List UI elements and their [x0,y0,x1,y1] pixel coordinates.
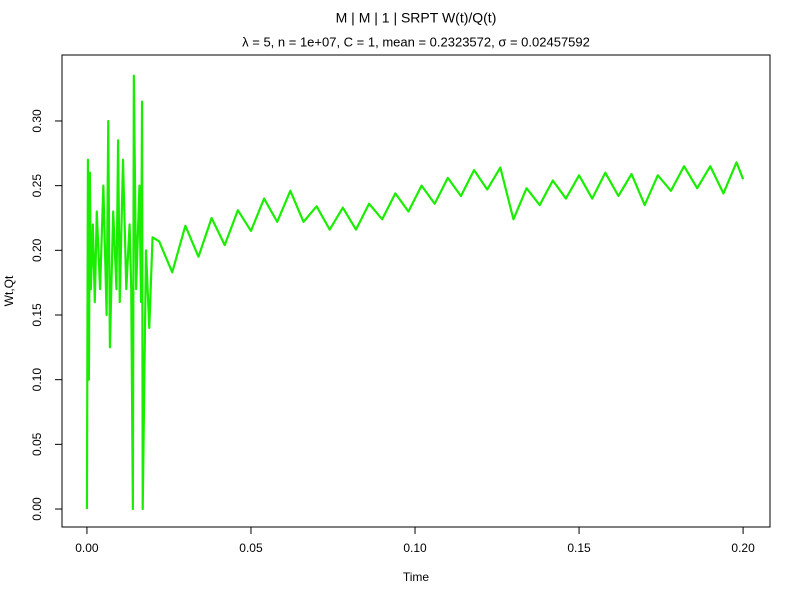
x-tick-label: 0.05 [239,541,263,555]
y-axis-label: Wt,Qt [2,275,16,306]
x-tick-label: 0.15 [567,541,591,555]
x-tick-label: 0.00 [75,541,99,555]
data-line [85,74,745,511]
y-tick-label: 0.00 [30,497,44,521]
y-tick-label: 0.10 [30,368,44,392]
x-tick-label: 0.20 [731,541,755,555]
chart-title: M | M | 1 | SRPT W(t)/Q(t) [336,10,497,26]
x-tick-label: 0.10 [403,541,427,555]
chart-subtitle: λ = 5, n = 1e+07, C = 1, mean = 0.232357… [242,34,590,49]
y-tick-label: 0.20 [30,238,44,262]
x-axis-label: Time [403,570,430,584]
y-tick-label: 0.15 [30,303,44,327]
y-tick-label: 0.30 [30,109,44,133]
y-tick-label: 0.05 [30,432,44,456]
y-tick-label: 0.25 [30,174,44,198]
plot-frame [61,54,771,528]
